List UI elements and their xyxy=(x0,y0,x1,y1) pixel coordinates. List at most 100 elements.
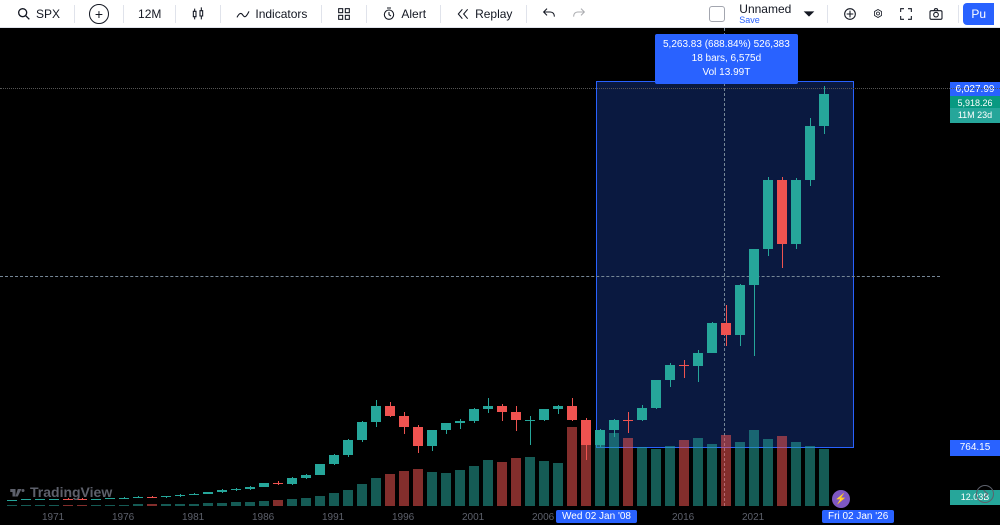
chart-pane[interactable]: 5,263.83 (688.84%) 526,38318 bars, 6,575… xyxy=(0,28,940,506)
candle xyxy=(791,28,801,506)
candle xyxy=(595,28,605,506)
measure-tooltip: 5,263.83 (688.84%) 526,38318 bars, 6,575… xyxy=(655,34,798,84)
candle xyxy=(343,28,353,506)
candle xyxy=(147,28,157,506)
candle xyxy=(245,28,255,506)
candle xyxy=(217,28,227,506)
add-compare-button[interactable]: + xyxy=(85,1,113,27)
chevron-down-icon[interactable] xyxy=(801,6,817,22)
candle xyxy=(427,28,437,506)
candle xyxy=(329,28,339,506)
candle xyxy=(203,28,213,506)
candle xyxy=(273,28,283,506)
plus-icon: + xyxy=(89,4,109,24)
replay-icon xyxy=(455,6,471,22)
candle xyxy=(35,28,45,506)
tooltip-line2: 18 bars, 6,575d xyxy=(663,52,790,66)
candle xyxy=(665,28,675,506)
symbol-search[interactable]: SPX xyxy=(12,3,64,25)
candle xyxy=(63,28,73,506)
redo-button[interactable] xyxy=(567,3,591,25)
symbol-text: SPX xyxy=(36,7,60,21)
candle xyxy=(763,28,773,506)
candle xyxy=(567,28,577,506)
candle xyxy=(497,28,507,506)
fullscreen-icon xyxy=(898,6,914,22)
time-axis[interactable]: 1971197619811986199119962001200620112016… xyxy=(0,506,1000,525)
candle xyxy=(189,28,199,506)
price-label-countdown: 11M 23d xyxy=(950,108,1000,123)
candle xyxy=(805,28,815,506)
scroll-to-end-button[interactable] xyxy=(976,485,994,503)
indicators-icon xyxy=(235,6,251,22)
time-tick: 1976 xyxy=(112,512,134,523)
candle xyxy=(679,28,689,506)
interval-button[interactable]: 12M xyxy=(134,4,165,24)
candle xyxy=(371,28,381,506)
tradingview-watermark: TradingView xyxy=(8,483,112,501)
candle xyxy=(301,28,311,506)
candle xyxy=(357,28,367,506)
candle xyxy=(21,28,31,506)
candle xyxy=(133,28,143,506)
gear-icon xyxy=(872,6,884,22)
price-axis[interactable]: 6,027.99 5,918.26 11M 23d 764.15 12.03B xyxy=(940,28,1000,506)
lightning-badge[interactable]: ⚡ xyxy=(832,490,850,508)
candle xyxy=(651,28,661,506)
candle xyxy=(777,28,787,506)
settings-button[interactable] xyxy=(868,4,888,24)
candle xyxy=(707,28,717,506)
alert-button[interactable]: Alert xyxy=(377,3,430,25)
save-layout-button[interactable]: Unnamed Save xyxy=(735,0,795,28)
candle xyxy=(553,28,563,506)
time-tick: 2001 xyxy=(462,512,484,523)
fullscreen-button[interactable] xyxy=(894,3,918,25)
last-price-line xyxy=(0,88,1000,89)
price-label-box-bottom: 764.15 xyxy=(950,440,1000,456)
candle xyxy=(623,28,633,506)
candle xyxy=(511,28,521,506)
tooltip-line1: 5,263.83 (688.84%) 526,383 xyxy=(663,38,790,52)
candle xyxy=(7,28,17,506)
square-icon xyxy=(709,6,725,22)
indicators-button[interactable]: Indicators xyxy=(231,3,311,25)
layout-checkbox[interactable] xyxy=(705,3,729,25)
candle xyxy=(483,28,493,506)
time-tick: 1971 xyxy=(42,512,64,523)
replay-button[interactable]: Replay xyxy=(451,3,516,25)
candle xyxy=(735,28,745,506)
clock-icon xyxy=(381,6,397,22)
candle xyxy=(637,28,647,506)
tradingview-logo-icon xyxy=(8,483,26,501)
candle xyxy=(161,28,171,506)
candle xyxy=(119,28,129,506)
candle xyxy=(399,28,409,506)
candle xyxy=(105,28,115,506)
candle xyxy=(315,28,325,506)
candle xyxy=(385,28,395,506)
candle xyxy=(259,28,269,506)
grid-icon xyxy=(336,6,352,22)
camera-icon xyxy=(928,6,944,22)
sparkle-icon xyxy=(842,6,858,22)
quick-search-button[interactable] xyxy=(838,3,862,25)
main-toolbar: SPX + 12M Indicators Alert Replay Unname… xyxy=(0,0,1000,28)
candle xyxy=(819,28,829,506)
time-tick: 2016 xyxy=(672,512,694,523)
time-tick: 1996 xyxy=(392,512,414,523)
time-tick: 2006 xyxy=(532,512,554,523)
templates-button[interactable] xyxy=(332,3,356,25)
undo-button[interactable] xyxy=(537,3,561,25)
candle xyxy=(539,28,549,506)
time-tick: 1991 xyxy=(322,512,344,523)
chart-container: 5,263.83 (688.84%) 526,38318 bars, 6,575… xyxy=(0,28,1000,525)
search-icon xyxy=(16,6,32,22)
candle xyxy=(49,28,59,506)
candle xyxy=(749,28,759,506)
publish-button[interactable]: Pu xyxy=(963,3,994,25)
candlestick-icon xyxy=(190,6,206,22)
chart-style-button[interactable] xyxy=(186,3,210,25)
redo-icon xyxy=(571,6,587,22)
candle xyxy=(525,28,535,506)
snapshot-button[interactable] xyxy=(924,3,948,25)
